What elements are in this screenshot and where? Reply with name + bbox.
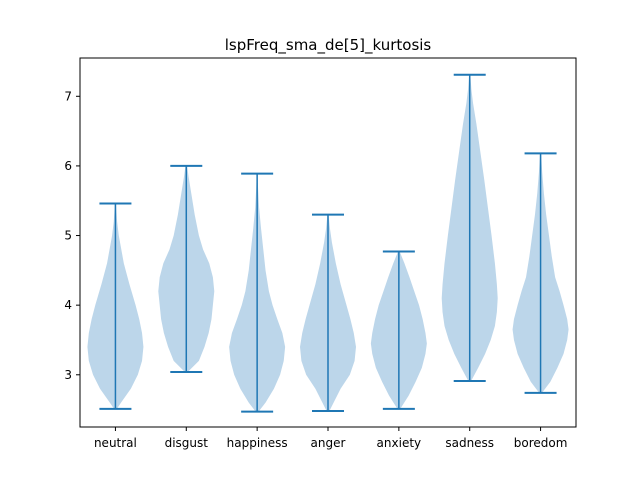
violin-whiskers: [99, 73, 557, 413]
x-tick-label: happiness: [227, 436, 288, 450]
y-axis: 3 4 5 6 7: [64, 89, 80, 382]
y-tick-label: 5: [64, 229, 72, 243]
chart-title: lspFreq_sma_de[5]_kurtosis: [225, 36, 432, 55]
y-tick-label: 3: [64, 368, 72, 382]
y-tick-label: 4: [64, 298, 72, 312]
x-tick-label: disgust: [165, 436, 209, 450]
x-tick-label: neutral: [94, 436, 137, 450]
x-tick-label: anger: [311, 436, 346, 450]
x-tick-label: sadness: [445, 436, 494, 450]
x-tick-label: boredom: [514, 436, 568, 450]
y-tick-label: 7: [64, 89, 72, 103]
y-tick-label: 6: [64, 159, 72, 173]
x-axis: neutral disgust happiness anger anxiety sadne…: [94, 427, 567, 450]
x-tick-label: anxiety: [377, 436, 422, 450]
